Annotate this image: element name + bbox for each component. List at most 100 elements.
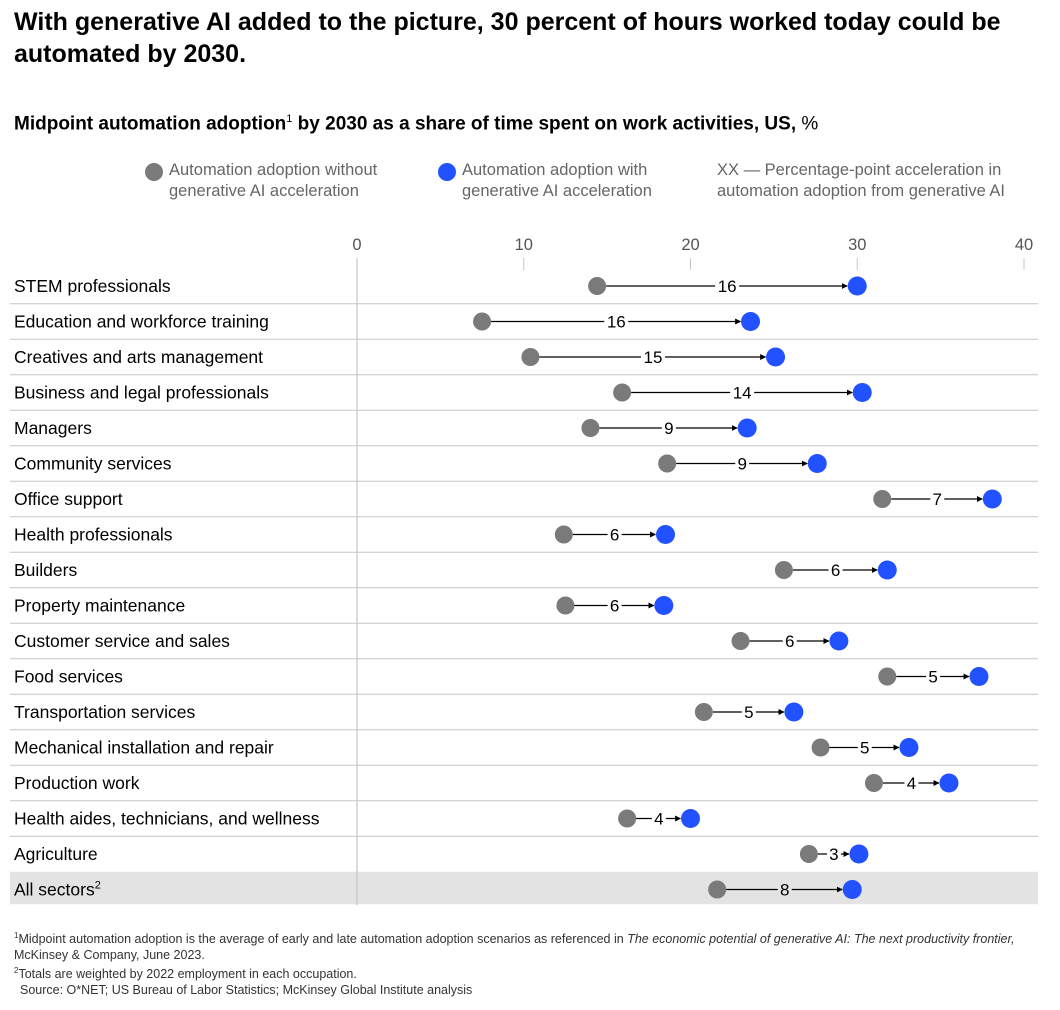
point-with [982,489,1002,509]
point-without [618,809,637,828]
subtitle-bold: Midpoint automation adoption [14,113,287,135]
source-note: Source: O*NET; US Bureau of Labor Statis… [20,983,473,998]
delta-label: 5 [744,703,753,722]
point-without [694,703,713,721]
point-without [799,845,818,863]
row-label: Community services [14,454,172,474]
delta-label: 4 [654,810,663,829]
point-without [658,454,677,473]
delta-label-bg [735,453,750,474]
footnote-1: 1Midpoint automation adoption is the ave… [14,931,1015,963]
row-label: Managers [14,418,92,438]
delta-label-bg [904,773,919,793]
delta-label-bg [741,702,756,722]
point-without [588,277,607,295]
delta-label-bg [782,631,797,651]
point-without [878,667,897,686]
delta-label: 6 [610,526,619,545]
delta-label-bg [828,560,843,580]
row-label: Health professionals [14,525,173,545]
legend-item-with: Automation adoption with generative AI a… [438,160,652,202]
point-with [655,525,675,544]
point-without [473,312,492,331]
delta-label: 8 [780,881,789,900]
point-without [581,419,600,437]
blue-dot-icon [438,163,456,181]
point-without [708,880,727,899]
point-with [852,383,872,402]
x-tick-label: 0 [352,236,361,254]
row-label: Production work [14,773,140,793]
point-with [969,667,989,686]
point-without [774,561,793,579]
legend-label-without: Automation adoption without generative A… [169,161,378,200]
delta-label: 3 [829,845,838,864]
point-with [654,596,674,615]
x-tick-label: 30 [848,236,866,254]
footnotes: 1Midpoint automation adoption is the ave… [14,928,1044,998]
row-label: Office support [14,489,123,509]
point-without [873,490,892,508]
delta-label-bg [607,524,622,545]
subtitle-footnote-mark: 1 [286,113,293,125]
point-with [847,276,867,296]
row-label: Builders [14,560,77,580]
delta-label-bg [640,347,665,367]
delta-label-bg [715,276,740,296]
delta-label: 6 [785,632,794,651]
delta-label-bg [604,311,629,332]
delta-label: 6 [610,597,619,616]
x-tick-label: 40 [1015,236,1033,254]
delta-label-bg [607,595,622,616]
delta-label: 5 [928,668,937,687]
delta-label: 16 [607,313,626,332]
row-label: STEM professionals [14,276,171,296]
delta-label-bg [661,418,676,438]
point-with [784,702,804,722]
footnote-2: 2Totals are weighted by 2022 employment … [14,966,357,982]
dumbbell-chart: 0 10 20 30 40 STEM professionals 16 Education a… [10,236,1038,906]
delta-label: 5 [860,739,869,758]
point-with [766,347,786,367]
delta-label-bg [651,808,666,829]
row-label: Mechanical installation and repair [14,738,274,758]
point-without [811,738,830,757]
row-label: Food services [14,667,123,687]
point-with [741,312,761,331]
highlight-row-bg [10,871,1038,905]
legend-label-with: Automation adoption with generative AI a… [462,161,652,200]
delta-label: 16 [718,277,737,296]
point-without [613,383,632,402]
subtitle-bold-rest: by 2030 as a share of time spent on work… [292,113,797,135]
delta-label: 4 [907,774,916,793]
point-with [849,844,869,864]
delta-label: 14 [733,384,752,403]
delta-label-bg [826,844,841,864]
row-label: Customer service and sales [14,631,230,651]
chart-subtitle: Midpoint automation adoption1 by 2030 as… [14,105,818,138]
point-without [554,525,573,544]
delta-label-bg [730,382,755,403]
row-label: Business and legal professionals [14,383,269,403]
point-without [521,348,540,366]
point-with [877,560,897,580]
row-label: Education and workforce training [14,312,269,332]
delta-label-bg [930,489,945,509]
delta-label-bg [777,879,792,900]
row-label: Agriculture [14,844,98,864]
row-label: Creatives and arts management [14,347,263,367]
row-label: Health aides, technicians, and wellness [14,809,320,829]
subtitle-unit: % [796,113,819,135]
x-tick-label: 10 [515,236,533,254]
delta-label-bg [926,666,941,687]
legend-item-without: Automation adoption without generative A… [145,160,377,202]
delta-label: 9 [664,419,673,438]
grey-dot-icon [145,163,163,181]
point-with [939,773,959,793]
delta-label: 9 [737,455,746,474]
point-without [864,774,883,792]
delta-label: 7 [933,490,942,509]
point-with [829,631,849,651]
legend-item-note: XX — Percentage-point acceleration in au… [717,160,1005,202]
point-with [681,809,700,828]
